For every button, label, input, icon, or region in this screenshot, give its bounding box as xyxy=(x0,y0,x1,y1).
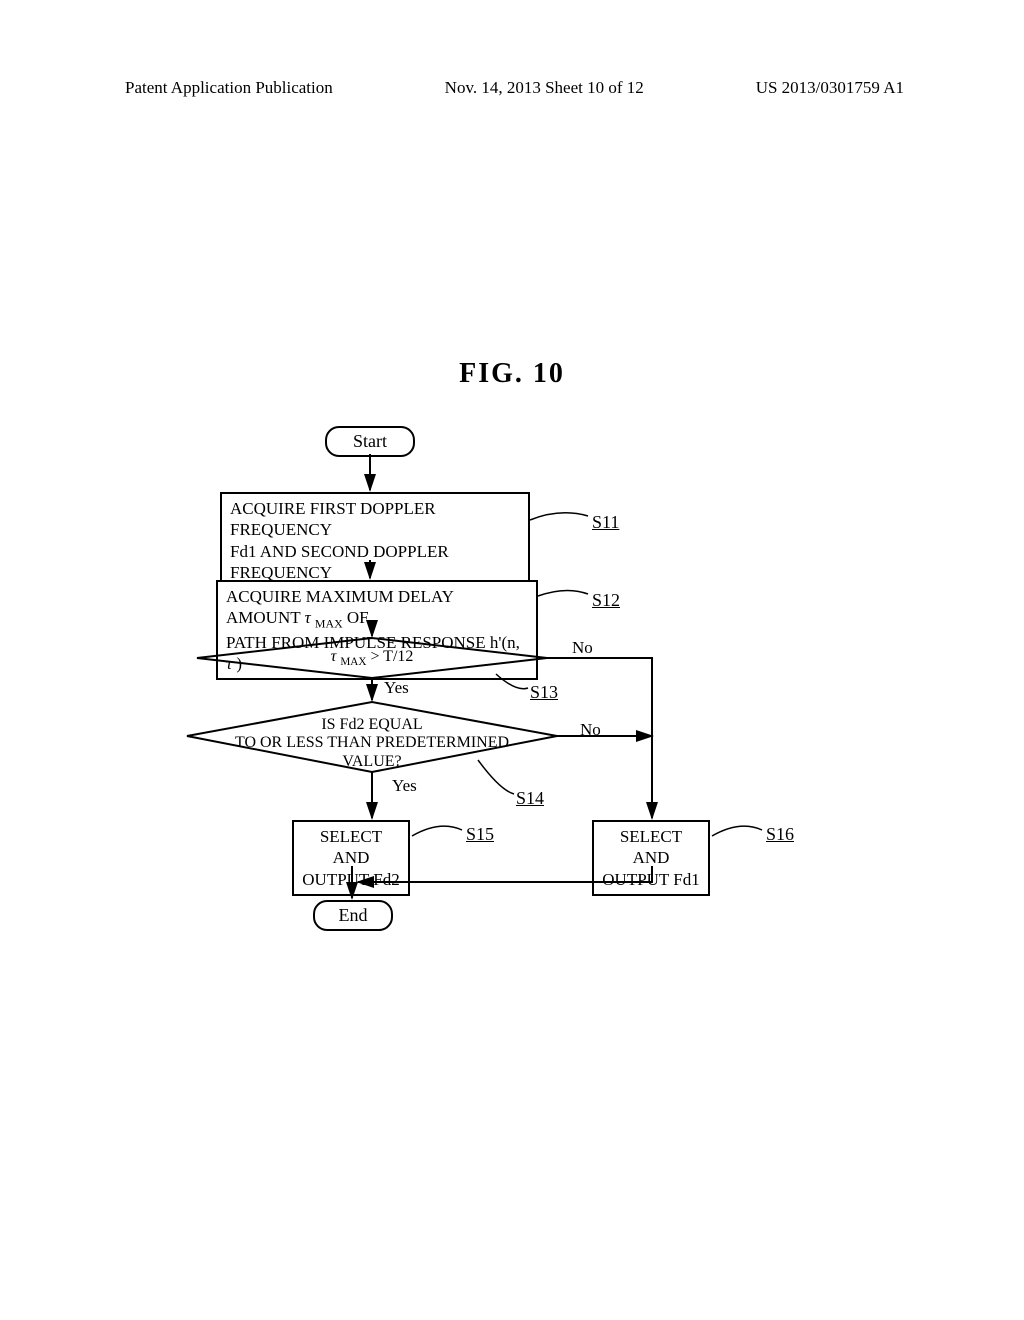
step-label-s12: S12 xyxy=(592,590,620,611)
node-s14: IS Fd2 EQUALTO OR LESS THAN PREDETERMINE… xyxy=(187,700,557,772)
step-label-s16: S16 xyxy=(766,824,794,845)
header-left: Patent Application Publication xyxy=(125,78,333,98)
node-start: Start xyxy=(325,426,415,457)
step-label-s14: S14 xyxy=(516,788,544,809)
step-label-s11: S11 xyxy=(592,512,619,533)
node-s16: SELECT ANDOUTPUT Fd1 xyxy=(592,820,710,896)
node-s16-text: SELECT ANDOUTPUT Fd1 xyxy=(602,827,699,889)
header-center: Nov. 14, 2013 Sheet 10 of 12 xyxy=(445,78,644,98)
node-start-label: Start xyxy=(353,431,387,451)
step-label-s15: S15 xyxy=(466,824,494,845)
node-end: End xyxy=(313,900,393,931)
header-right: US 2013/0301759 A1 xyxy=(756,78,904,98)
node-s15-text: SELECT ANDOUTPUT Fd2 xyxy=(302,827,399,889)
figure-title: FIG. 10 xyxy=(0,358,1024,390)
node-s13-text: τ MAX > T/12 xyxy=(197,648,547,669)
flowchart: Start ACQUIRE FIRST DOPPLER FREQUENCYFd1… xyxy=(0,420,1024,1020)
edge-label-s14-yes: Yes xyxy=(392,776,417,796)
edge-label-s14-no: No xyxy=(580,720,601,740)
node-s15: SELECT ANDOUTPUT Fd2 xyxy=(292,820,410,896)
edge-label-s13-no: No xyxy=(572,638,593,658)
node-s14-text: IS Fd2 EQUALTO OR LESS THAN PREDETERMINE… xyxy=(187,716,557,771)
page-header: Patent Application Publication Nov. 14, … xyxy=(0,78,1024,98)
step-label-s13: S13 xyxy=(530,682,558,703)
node-end-label: End xyxy=(339,905,368,925)
edge-label-s13-yes: Yes xyxy=(384,678,409,698)
node-s13: τ MAX > T/12 xyxy=(197,638,547,678)
